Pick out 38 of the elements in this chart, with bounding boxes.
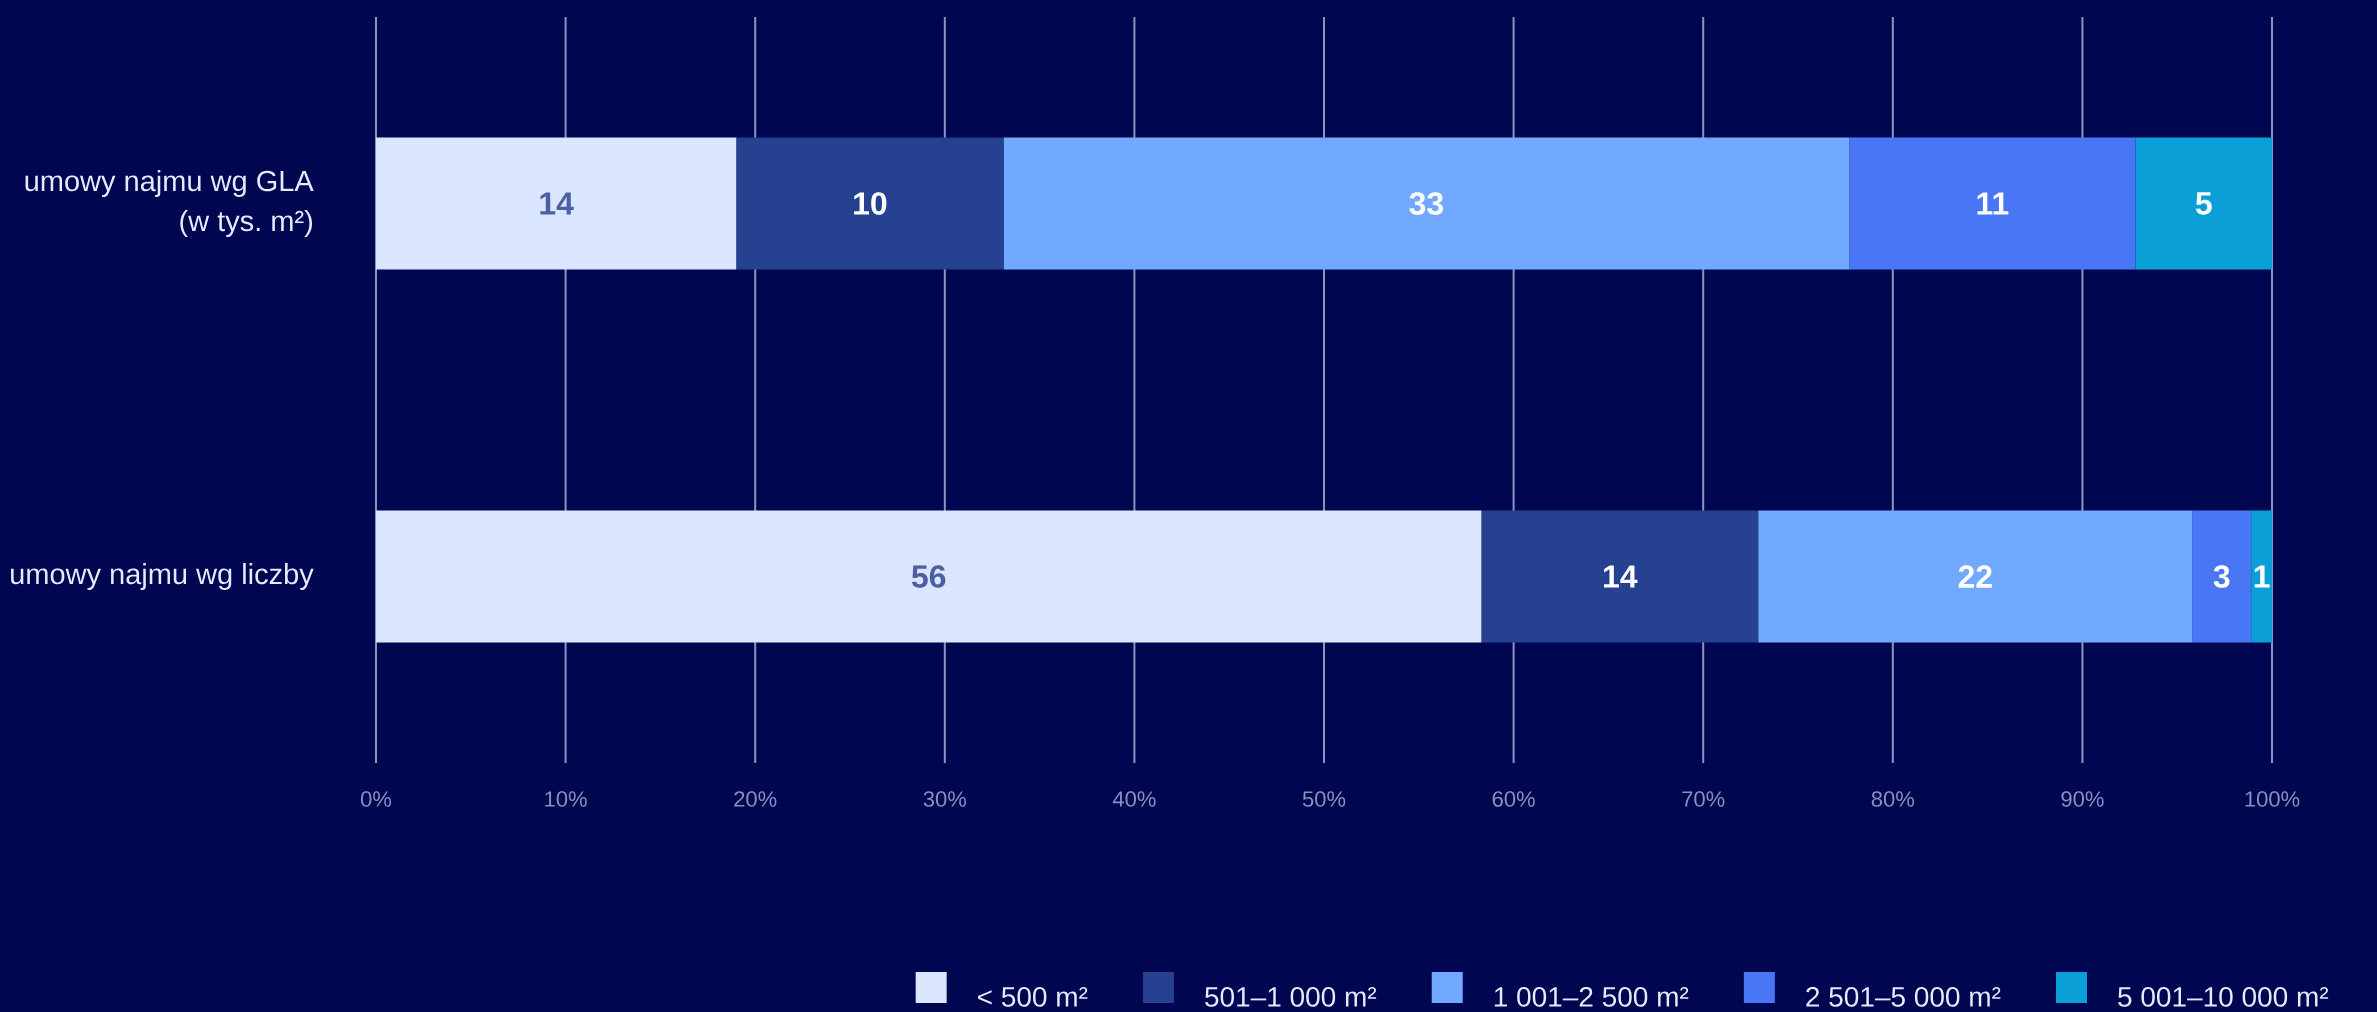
bar (1003, 137, 1850, 270)
annotation: 5 (2195, 192, 2212, 215)
legend-label: 1 001–2 500 m² (1494, 986, 1689, 1007)
y-tick-label: umowy najmu wg GLA (w tys. m²) (25, 169, 314, 238)
bar (1758, 510, 2193, 643)
annotation: 14 (1604, 565, 1638, 588)
bar (2135, 137, 2273, 270)
annotation: 11 (1977, 192, 2009, 215)
bar (1849, 137, 2136, 270)
x-tick-label: 60% (1492, 791, 1535, 807)
annotation: 1 (2254, 565, 2270, 588)
x-tick-label: 50% (1302, 791, 1346, 807)
bar (2192, 510, 2252, 643)
bar (736, 137, 1004, 270)
x-tick-label: 30% (923, 791, 967, 807)
annotation: 33 (1409, 192, 1444, 215)
bar (376, 137, 737, 270)
annotation: 14 (540, 192, 574, 215)
annotation: 56 (911, 565, 946, 588)
x-tick-label: 90% (2061, 791, 2104, 807)
x-tick-label: 40% (1112, 791, 1156, 807)
legend-label: 2 501–5 000 m² (1806, 986, 2001, 1007)
x-tick-label: 10% (545, 791, 587, 807)
annotation: 3 (2213, 565, 2230, 588)
legend-label: < 500 m² (978, 986, 1088, 1007)
legend-label: 5 001–10 000 m² (2118, 986, 2329, 1007)
bar (1481, 510, 1759, 643)
bar (2251, 510, 2273, 643)
annotation: 10 (854, 192, 887, 215)
y-tick-label: umowy najmu wg liczby (11, 562, 314, 591)
x-tick-label: 70% (1682, 791, 1725, 807)
x-tick-label: 80% (1871, 791, 1915, 807)
x-tick-label: 0% (360, 791, 392, 807)
x-tick-label: 100% (2245, 791, 2300, 807)
x-tick-label: 20% (734, 791, 777, 807)
annotation: 22 (1958, 565, 1992, 588)
legend-label: 501–1 000 m² (1205, 986, 1377, 1007)
bar (376, 510, 1482, 643)
